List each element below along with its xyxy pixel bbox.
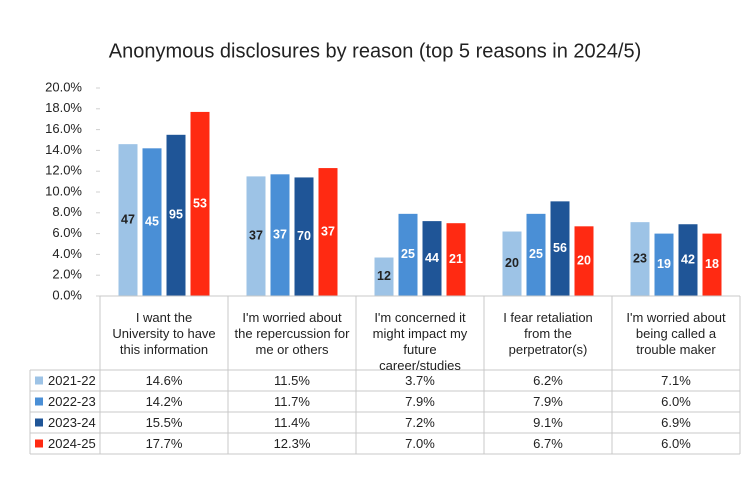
legend-label: 2024-25 xyxy=(48,436,96,451)
bar xyxy=(190,111,210,296)
bar xyxy=(654,233,674,296)
count-label: 37 xyxy=(273,227,287,241)
bar xyxy=(142,148,162,296)
table-value: 9.1% xyxy=(533,414,563,430)
bar xyxy=(246,176,266,296)
table-value: 3.7% xyxy=(405,372,435,388)
category-label: I'm concerned it might impact my future … xyxy=(372,310,468,373)
count-label: 18 xyxy=(705,257,719,271)
count-label: 21 xyxy=(449,252,463,266)
bar xyxy=(502,231,522,296)
count-label: 20 xyxy=(505,256,519,270)
legend-swatch xyxy=(35,376,43,385)
table-value: 12.3% xyxy=(273,435,311,451)
y-tick-label: 6.0% xyxy=(52,225,82,240)
count-label: 25 xyxy=(529,247,543,261)
table-value: 6.0% xyxy=(661,435,691,451)
y-tick-label: 2.0% xyxy=(52,267,82,282)
table-value: 6.2% xyxy=(533,372,563,388)
chart-title: Anonymous disclosures by reason (top 5 r… xyxy=(109,40,642,62)
table-value: 6.7% xyxy=(533,435,563,451)
table-value: 17.7% xyxy=(145,435,183,451)
bar xyxy=(118,144,138,296)
table-value: 7.9% xyxy=(405,393,435,409)
bar xyxy=(630,222,650,296)
count-label: 45 xyxy=(145,214,159,228)
count-label: 44 xyxy=(425,251,439,265)
count-label: 53 xyxy=(193,196,207,210)
legend-swatch xyxy=(35,418,43,427)
bar xyxy=(702,233,722,296)
category-label: I'm worried about the repercussion for m… xyxy=(234,310,350,357)
bar xyxy=(294,177,314,296)
count-label: 56 xyxy=(553,241,567,255)
table-value: 11.5% xyxy=(274,372,310,388)
table-value: 7.2% xyxy=(405,414,435,430)
bar xyxy=(526,213,546,296)
count-label: 95 xyxy=(169,208,183,222)
table-value: 11.7% xyxy=(274,393,310,409)
bar xyxy=(422,221,442,296)
count-label: 70 xyxy=(297,229,311,243)
category-label: I want the University to have this infor… xyxy=(112,310,216,357)
bar xyxy=(446,223,466,296)
bar xyxy=(550,201,570,296)
bar xyxy=(574,226,594,296)
count-label: 25 xyxy=(401,247,415,261)
y-tick-label: 10.0% xyxy=(45,183,82,198)
bar xyxy=(318,168,338,296)
count-label: 23 xyxy=(633,251,647,265)
category-label: I fear retaliation from the perpetrator(… xyxy=(503,310,593,357)
table-value: 14.6% xyxy=(145,372,183,388)
bar xyxy=(374,257,394,296)
y-tick-label: 20.0% xyxy=(45,79,82,94)
table-value: 7.1% xyxy=(661,372,691,388)
bar xyxy=(398,213,418,296)
y-tick-label: 8.0% xyxy=(52,204,82,219)
y-tick-label: 12.0% xyxy=(45,163,82,178)
table-value: 6.0% xyxy=(661,393,691,409)
count-label: 19 xyxy=(657,257,671,271)
bar xyxy=(270,174,290,296)
legend-label: 2023-24 xyxy=(48,415,96,430)
count-label: 42 xyxy=(681,252,695,266)
y-tick-label: 0.0% xyxy=(52,287,82,302)
legend-swatch xyxy=(35,397,43,406)
count-label: 12 xyxy=(377,269,391,283)
y-tick-label: 4.0% xyxy=(52,246,82,261)
legend-label: 2021-22 xyxy=(48,373,96,388)
count-label: 37 xyxy=(321,224,335,238)
table-value: 15.5% xyxy=(145,414,183,430)
y-tick-label: 14.0% xyxy=(45,142,82,157)
table-value: 7.9% xyxy=(533,393,563,409)
table-value: 14.2% xyxy=(145,393,183,409)
y-tick-label: 18.0% xyxy=(45,100,82,115)
count-label: 47 xyxy=(121,212,135,226)
legend-label: 2022-23 xyxy=(48,394,96,409)
count-label: 37 xyxy=(249,228,263,242)
bar xyxy=(678,224,698,296)
legend-swatch xyxy=(35,439,43,448)
category-label: I'm worried about being called a trouble… xyxy=(626,310,726,357)
y-tick-label: 16.0% xyxy=(45,121,82,136)
bar xyxy=(166,134,186,296)
count-label: 20 xyxy=(577,253,591,267)
table-value: 6.9% xyxy=(661,414,691,430)
table-value: 11.4% xyxy=(274,414,310,430)
table-value: 7.0% xyxy=(405,435,435,451)
